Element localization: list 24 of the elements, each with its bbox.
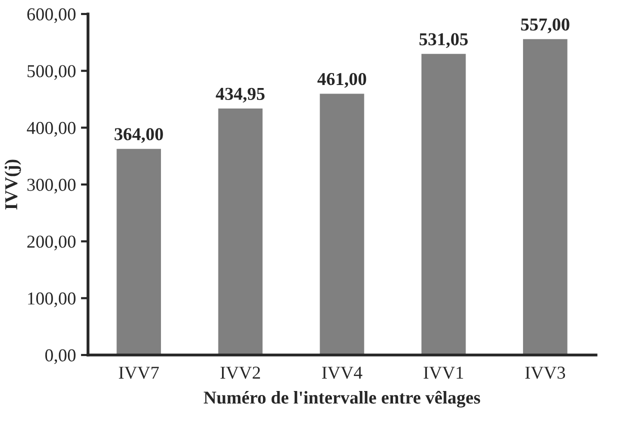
data-label: 434,95 [216,88,265,103]
y-axis-title: IVV(j) [4,160,21,210]
y-tick-label: 0,00 [45,349,76,364]
y-tick-label: 600,00 [27,8,76,24]
y-tick-label: 100,00 [28,292,76,308]
y-tick-label: 300,00 [27,178,76,194]
bar [522,38,569,355]
x-tick-label: IVV7 [118,366,159,379]
x-tick-label: IVV3 [525,366,566,379]
bar [318,92,366,355]
data-label: 531,05 [419,33,468,48]
x-tick-label: IVV4 [322,366,362,379]
x-axis-title: Numéro de l'intervalle entre vêlages [204,390,480,408]
x-tick-label: IVV1 [424,366,464,379]
bar [420,52,468,355]
y-tick-label: 400,00 [26,122,76,137]
data-label: 461,00 [317,72,366,88]
x-tick-label: IVV2 [220,366,260,379]
data-label: 557,00 [521,18,570,34]
bar [216,107,264,355]
data-label: 364,00 [114,128,163,143]
y-tick-label: 200,00 [27,236,76,250]
bar [115,147,162,355]
y-tick-label: 500,00 [28,65,76,80]
